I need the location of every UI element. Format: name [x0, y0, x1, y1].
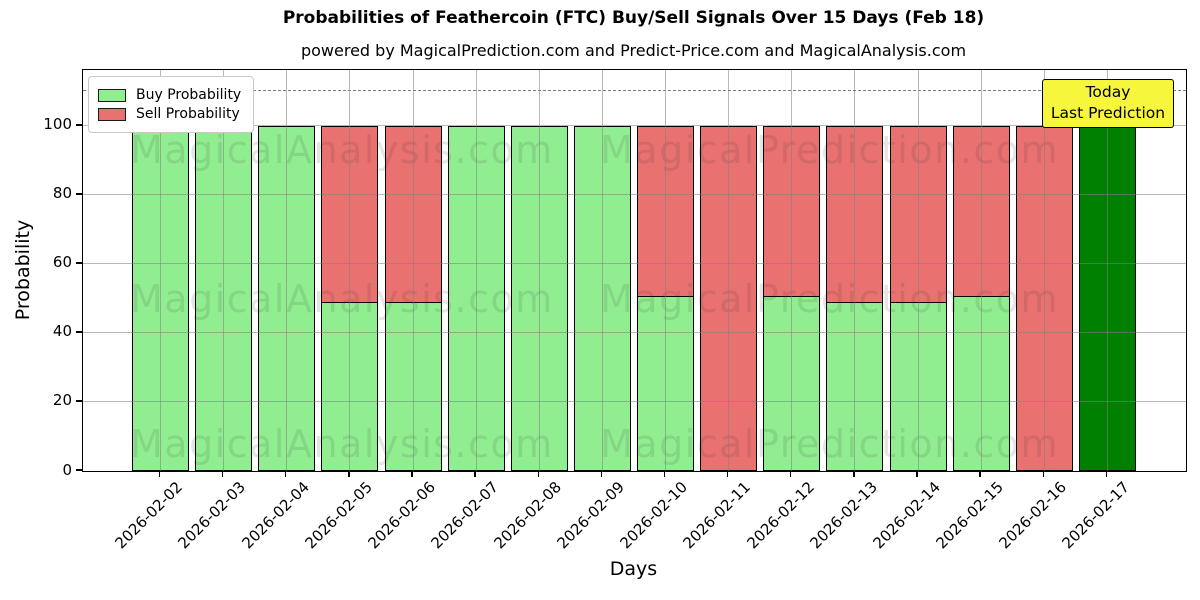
x-tick-mark [853, 471, 855, 478]
chart-subtitle: powered by MagicalPrediction.com and Pre… [300, 41, 967, 60]
x-tick-mark [1042, 471, 1044, 478]
y-tick-mark [76, 400, 82, 402]
x-tick-mark [916, 471, 918, 478]
y-tick-mark [76, 124, 82, 126]
y-tick-label: 80 [52, 184, 72, 203]
watermark-text: MagicalPrediction.com [600, 277, 1059, 321]
gridline-vertical [223, 70, 225, 471]
x-tick-mark [411, 471, 413, 478]
gridline-horizontal [83, 194, 1186, 196]
x-tick-mark [285, 471, 287, 478]
legend: Buy Probability Sell Probability [88, 76, 255, 133]
x-tick-label: 2026-02-05 [301, 478, 376, 553]
gridline-vertical [160, 70, 161, 471]
x-tick-label: 2026-02-06 [364, 478, 439, 553]
x-tick-label: 2026-02-14 [869, 478, 944, 553]
plot-area [82, 69, 1187, 472]
y-tick-label: 20 [52, 391, 72, 410]
x-tick-label: 2026-02-08 [490, 478, 566, 553]
x-tick-label: 2026-02-07 [427, 478, 502, 553]
gridline-vertical [854, 70, 856, 471]
x-tick-mark [600, 471, 603, 478]
x-tick-label: 2026-02-11 [680, 478, 755, 553]
x-tick-mark [663, 471, 666, 478]
y-tick-mark [76, 469, 82, 471]
gridline-horizontal [83, 125, 1186, 127]
gridline-vertical [475, 70, 477, 471]
y-tick-label: 100 [43, 115, 72, 134]
gridline-horizontal [83, 332, 1186, 334]
watermark-text: MagicalAnalysis.com [130, 422, 554, 466]
gridline-vertical [349, 70, 351, 471]
x-tick-label: 2026-02-09 [553, 478, 629, 553]
gridline-vertical [791, 70, 793, 471]
chart-title: Probabilities of Feathercoin (FTC) Buy/S… [282, 8, 985, 28]
x-tick-label: 2026-02-16 [995, 478, 1071, 553]
y-tick-mark [76, 262, 82, 264]
x-tick-label: 2026-02-03 [174, 478, 250, 553]
gridline-vertical [728, 70, 730, 471]
watermark-text: MagicalPrediction.com [600, 422, 1059, 466]
threshold-dashed-line [83, 90, 1186, 92]
gridline-vertical [286, 70, 288, 471]
x-tick-mark [1105, 471, 1108, 478]
x-tick-label: 2026-02-02 [111, 478, 187, 553]
y-tick-mark [76, 331, 82, 333]
x-tick-label: 2026-02-04 [238, 478, 313, 553]
gridline-horizontal [83, 263, 1186, 265]
x-axis-label: Days [609, 558, 658, 580]
x-tick-label: 2026-02-15 [932, 478, 1007, 553]
legend-label-buy: Buy Probability [136, 87, 242, 103]
gridline-horizontal [83, 401, 1186, 403]
gridline-vertical [601, 70, 603, 471]
x-tick-mark [221, 471, 224, 478]
today-annotation-line1: Today [1085, 83, 1131, 101]
legend-item-sell: Sell Probability [98, 106, 241, 122]
y-tick-label: 40 [52, 322, 72, 341]
gridline-vertical [1106, 70, 1108, 471]
watermark-text: MagicalAnalysis.com [130, 128, 554, 172]
y-tick-label: 60 [52, 253, 72, 272]
y-tick-mark [76, 193, 82, 195]
x-tick-label: 2026-02-12 [743, 478, 818, 553]
x-tick-mark [537, 471, 539, 478]
gridline-vertical [1043, 70, 1045, 471]
y-tick-label: 0 [62, 460, 72, 479]
x-tick-mark [474, 471, 476, 478]
gridline-vertical [412, 70, 414, 471]
x-tick-mark [158, 471, 161, 478]
sell-probability-swatch-icon [98, 107, 126, 121]
gridline-vertical [538, 70, 540, 471]
watermark-text: MagicalPrediction.com [600, 128, 1059, 172]
gridline-vertical [665, 70, 667, 471]
x-tick-label: 2026-02-13 [806, 478, 881, 553]
buy-probability-swatch-icon [98, 88, 126, 102]
x-tick-mark [726, 471, 729, 478]
x-tick-label: 2026-02-17 [1058, 478, 1134, 553]
today-annotation: Today Last Prediction [1042, 79, 1174, 128]
legend-item-buy: Buy Probability [98, 87, 241, 103]
watermark-text: MagicalAnalysis.com [130, 277, 554, 321]
x-tick-mark [979, 471, 981, 478]
gridline-vertical [980, 70, 982, 471]
gridline-vertical [917, 70, 919, 471]
legend-label-sell: Sell Probability [136, 106, 240, 122]
x-tick-mark [790, 471, 792, 478]
x-tick-mark [348, 471, 350, 478]
today-annotation-line2: Last Prediction [1050, 104, 1166, 122]
